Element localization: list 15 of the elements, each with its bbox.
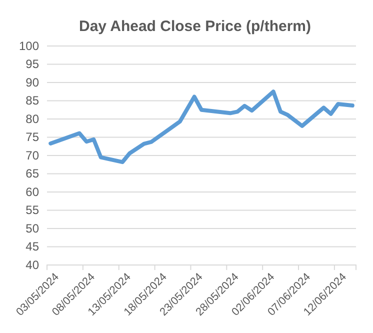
y-tick-label: 50 — [26, 221, 40, 236]
y-tick-label: 45 — [26, 240, 40, 254]
y-tick-label: 100 — [18, 38, 40, 53]
line-series — [48, 90, 354, 164]
y-tick-label: 95 — [26, 57, 40, 72]
y-tick-label: 55 — [26, 203, 40, 218]
y-tick-label: 65 — [26, 166, 40, 181]
y-tick-label: 75 — [26, 130, 40, 144]
y-tick-label: 85 — [26, 94, 40, 108]
y-tick-label: 40 — [26, 258, 40, 272]
y-tick-label: 70 — [26, 148, 40, 162]
chart-title: Day Ahead Close Price (p/therm) — [78, 18, 312, 35]
y-tick-label: 90 — [26, 75, 40, 90]
y-tick-label: 80 — [26, 112, 40, 126]
y-tick-label: 60 — [26, 184, 40, 199]
